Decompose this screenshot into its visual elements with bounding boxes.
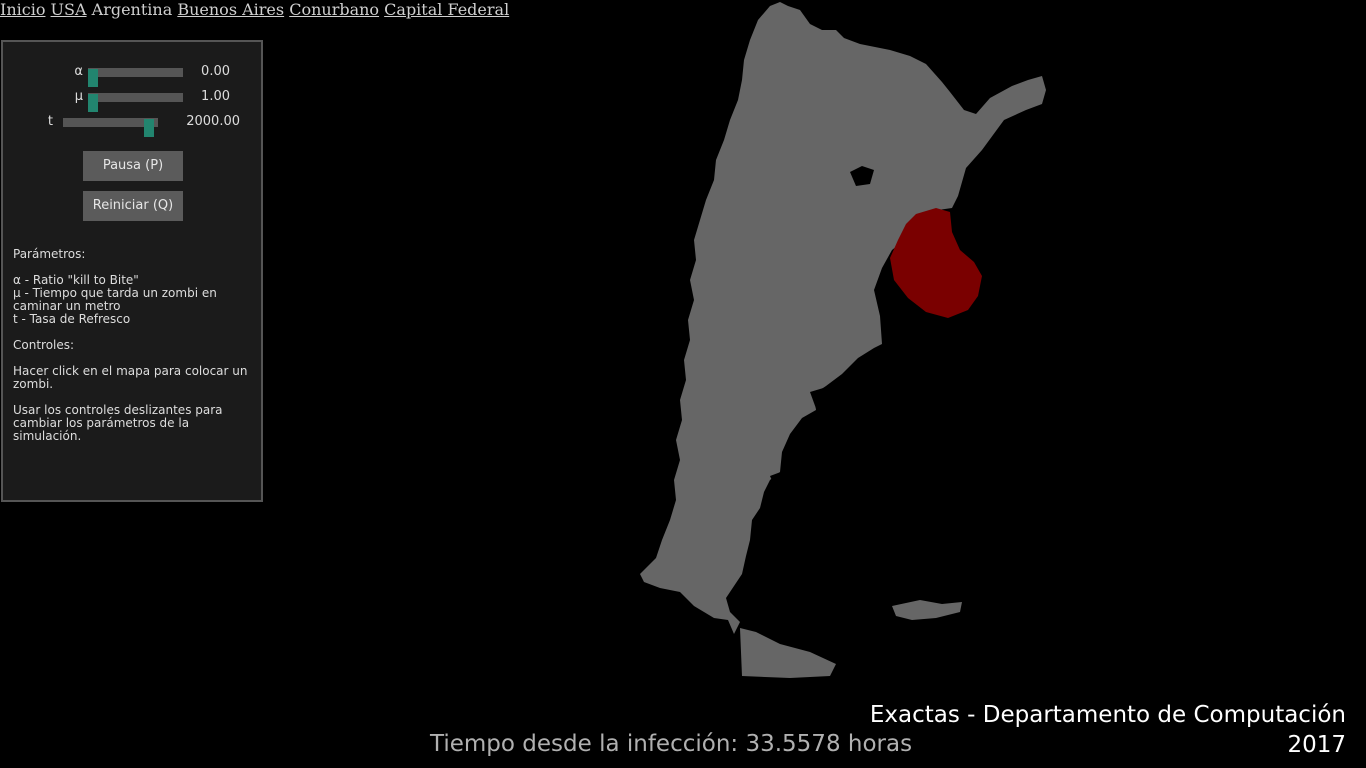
param-alpha-desc: α - Ratio "kill to Bite"	[13, 273, 139, 287]
alpha-slider[interactable]	[88, 68, 183, 87]
t-slider-thumb[interactable]	[144, 119, 154, 137]
argentina-map[interactable]	[630, 0, 1060, 690]
elapsed-time: Tiempo desde la infección: 33.5578 horas	[430, 731, 913, 757]
map-tierra-del-fuego[interactable]	[740, 628, 836, 678]
credits: Exactas - Departamento de Computación 20…	[870, 700, 1346, 760]
nav-link-buenos-aires[interactable]: Buenos Aires	[177, 0, 285, 19]
pause-button[interactable]: Pausa (P)	[83, 151, 183, 181]
top-navigation: Inicio USA Argentina Buenos Aires Conurb…	[0, 0, 509, 22]
controls-heading: Controles:	[13, 338, 75, 352]
reset-button[interactable]: Reiniciar (Q)	[83, 191, 183, 221]
t-label: t	[47, 114, 53, 129]
credits-department: Exactas - Departamento de Computación	[869, 702, 1346, 728]
alpha-slider-thumb[interactable]	[88, 69, 98, 87]
nav-link-inicio[interactable]: Inicio	[0, 0, 46, 19]
param-t-desc: t - Tasa de Refresco	[13, 312, 131, 326]
control-panel: α 0.00 μ 1.00 t 2000.00 Pausa (P) Reinic…	[1, 40, 263, 502]
mu-slider-row: μ 1.00	[3, 88, 261, 112]
help-sliders: Usar los controles deslizantes para camb…	[13, 403, 223, 443]
map-bay	[810, 386, 844, 414]
mu-slider-thumb[interactable]	[88, 94, 98, 112]
alpha-value: 0.00	[201, 64, 230, 79]
mu-value: 1.00	[201, 89, 230, 104]
nav-link-conurbano[interactable]: Conurbano	[289, 0, 380, 19]
map-islands[interactable]	[892, 600, 962, 620]
nav-link-capital-federal[interactable]: Capital Federal	[384, 0, 510, 19]
alpha-label: α	[74, 64, 83, 79]
mu-label: μ	[74, 89, 83, 104]
credits-year: 2017	[1287, 732, 1346, 758]
help-text: Parámetros: α - Ratio "kill to Bite" μ -…	[13, 248, 253, 456]
param-mu-desc: μ - Tiempo que tarda un zombi en caminar…	[13, 286, 217, 313]
map-land[interactable]	[640, 2, 1046, 634]
alpha-slider-row: α 0.00	[3, 63, 261, 87]
nav-current-argentina: Argentina	[91, 0, 173, 19]
map-gulf	[770, 470, 790, 494]
nav-link-usa[interactable]: USA	[50, 0, 87, 19]
map-lake	[850, 166, 874, 186]
infected-region	[890, 208, 982, 318]
t-slider-row: t 2000.00	[3, 113, 261, 137]
help-click: Hacer click en el mapa para colocar un z…	[13, 364, 248, 391]
mu-slider[interactable]	[88, 93, 183, 112]
params-heading: Parámetros:	[13, 247, 86, 261]
t-value: 2000.00	[186, 114, 240, 129]
t-slider[interactable]	[63, 118, 158, 137]
